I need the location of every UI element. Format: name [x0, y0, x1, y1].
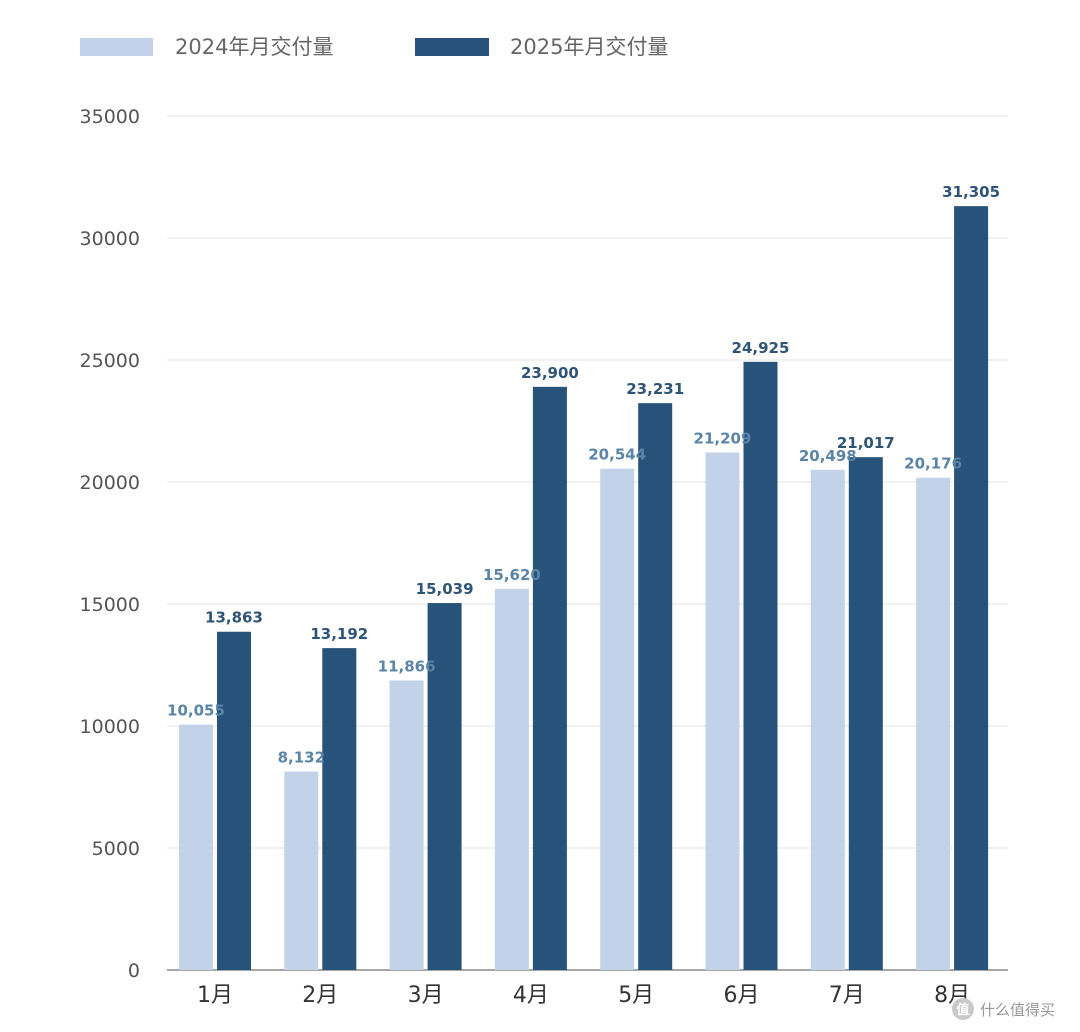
y-tick-label: 10000: [80, 716, 140, 738]
data-label-2025: 31,305: [942, 183, 1000, 201]
x-tick-label: 7月: [829, 983, 865, 1008]
watermark-text: 什么值得买: [980, 1001, 1055, 1019]
data-labels: 10,055 13,863 8,132 13,192 11,866 15,039 15,62…: [167, 183, 1000, 766]
y-tick-label: 25000: [80, 350, 140, 372]
data-label-2025: 13,863: [205, 609, 263, 627]
bar-2024: [179, 724, 213, 970]
bar-2024: [705, 452, 740, 971]
bar-2025: [217, 631, 251, 970]
bar-2025: [322, 648, 357, 970]
bar-2024: [284, 771, 319, 970]
y-tick-label: 5000: [92, 838, 140, 860]
bar-2024: [600, 468, 635, 970]
x-tick-label: 2月: [302, 983, 338, 1008]
y-tick-label: 30000: [80, 228, 140, 250]
data-label-2025: 15,039: [416, 580, 474, 598]
x-axis: 1月 2月 3月 4月 5月 6月 7月 8月: [197, 983, 970, 1008]
data-label-2025: 13,192: [310, 625, 368, 643]
y-tick-label: 35000: [80, 106, 140, 128]
y-tick-label: 0: [128, 960, 140, 982]
bar-2025: [638, 403, 673, 971]
bar-2025: [427, 603, 462, 970]
bar-2024: [494, 588, 529, 970]
data-label-2024: 11,866: [378, 657, 436, 675]
bar-2025: [743, 361, 778, 971]
legend: 2024年月交付量 2025年月交付量: [80, 35, 668, 59]
watermark-logo-glyph: 值: [956, 1002, 969, 1018]
data-label-2025: 21,017: [837, 434, 895, 452]
data-label-2024: 15,620: [483, 566, 541, 584]
bars: [179, 206, 989, 971]
legend-label-2025: 2025年月交付量: [510, 35, 668, 59]
legend-label-2024: 2024年月交付量: [175, 35, 333, 59]
x-tick-label: 5月: [618, 983, 654, 1008]
watermark: 值 什么值得买: [952, 998, 1055, 1020]
x-tick-label: 6月: [724, 983, 760, 1008]
bar-2024: [810, 469, 845, 970]
data-label-2024: 20,498: [799, 447, 857, 465]
bar-2024: [916, 477, 951, 970]
data-label-2024: 20,176: [904, 455, 962, 473]
bar-2025: [532, 386, 567, 971]
data-label-2024: 8,132: [278, 749, 325, 767]
data-label-2024: 21,209: [694, 430, 752, 448]
bar-2025: [848, 457, 883, 971]
bar-2024: [389, 680, 424, 970]
bar-2025: [954, 206, 989, 970]
data-label-2024: 10,055: [167, 702, 225, 720]
legend-swatch-2024: [80, 38, 153, 56]
data-label-2025: 24,925: [732, 339, 790, 357]
y-tick-label: 15000: [80, 594, 140, 616]
data-label-2025: 23,231: [626, 380, 684, 398]
data-label-2025: 23,900: [521, 364, 579, 382]
y-tick-label: 20000: [80, 472, 140, 494]
legend-swatch-2025: [415, 38, 489, 56]
y-axis: 0 5000 10000 15000 20000 25000 30000 35000: [80, 106, 140, 982]
x-tick-label: 4月: [513, 983, 549, 1008]
data-label-2024: 20,544: [588, 446, 646, 464]
watermark-logo-icon: [952, 998, 974, 1020]
x-tick-label: 1月: [197, 983, 233, 1008]
x-tick-label: 3月: [408, 983, 444, 1008]
